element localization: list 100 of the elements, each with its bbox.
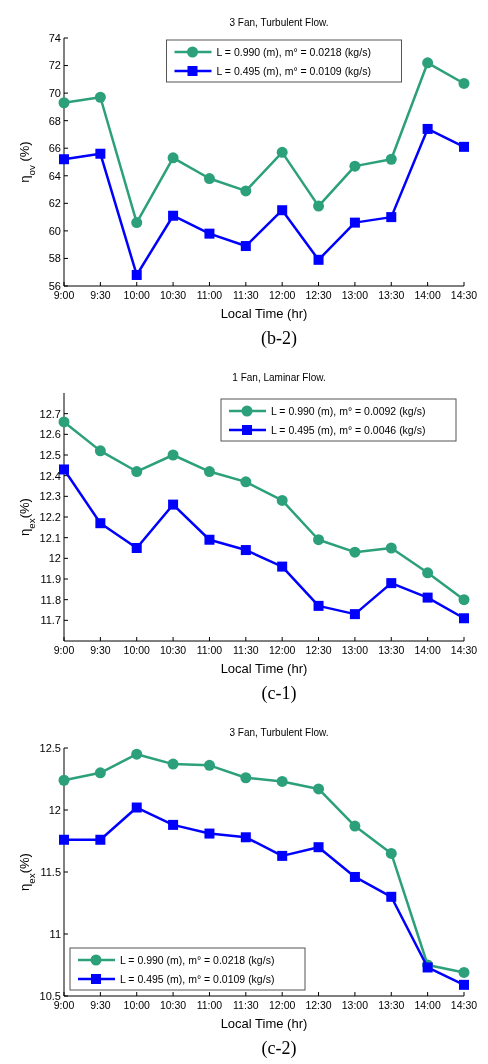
point (313, 842, 324, 853)
x-tick-label: 12:00 (269, 999, 296, 1011)
y-tick-label: 68 (48, 114, 61, 127)
y-tick-label: 72 (48, 59, 61, 72)
point (276, 146, 288, 158)
point (95, 518, 106, 529)
chart-title: 3 Fan, Turbulent Flow. (229, 727, 329, 738)
x-tick-label: 13:00 (341, 644, 369, 656)
x-tick-label: 14:00 (414, 289, 441, 301)
x-tick-label: 10:00 (123, 644, 151, 656)
x-tick-label: 14:00 (414, 644, 441, 656)
point (240, 545, 251, 556)
point (59, 154, 69, 165)
chart-title: 3 Fan, Turbulent Flow. (229, 17, 329, 28)
y-tick-label: 12.5 (39, 741, 61, 754)
point (59, 464, 69, 475)
legend-label: L = 0.990 (m), m° = 0.0092 (kg/s) (271, 404, 426, 417)
y-tick-label: 62 (48, 197, 61, 210)
x-tick-label: 12:30 (305, 999, 332, 1011)
x-tick-label: 9:00 (53, 999, 75, 1011)
point (313, 200, 325, 212)
y-tick-label: 12.2 (39, 510, 61, 523)
legend-label: L = 0.495 (m), m° = 0.0046 (kg/s) (271, 423, 426, 436)
x-tick-label: 9:30 (90, 999, 111, 1011)
point (131, 217, 143, 229)
point (458, 77, 470, 89)
x-tick-label: 14:30 (450, 999, 478, 1011)
point (349, 609, 360, 620)
point (349, 160, 361, 172)
y-tick-label: 12.7 (39, 407, 61, 420)
point (168, 210, 179, 221)
x-tick-label: 11:00 (196, 644, 223, 656)
y-tick-label: 11.9 (40, 572, 61, 585)
x-tick-label: 13:30 (378, 999, 405, 1011)
point (167, 449, 179, 461)
x-tick-label: 10:30 (159, 289, 187, 301)
point (168, 819, 179, 830)
point (240, 185, 252, 197)
point (459, 613, 469, 624)
point (203, 173, 215, 185)
point (240, 832, 251, 843)
legend-label: L = 0.990 (m), m° = 0.0218 (kg/s) (120, 953, 275, 966)
point (313, 600, 324, 611)
point (240, 476, 252, 488)
y-tick-label: 60 (48, 224, 61, 237)
point (422, 123, 433, 134)
text: (c-2) (261, 1038, 297, 1059)
point (204, 828, 215, 839)
point (277, 850, 288, 861)
x-tick-label: 12:30 (305, 289, 332, 301)
y-tick-label: 12.5 (39, 448, 61, 461)
text: (c-1) (261, 683, 297, 704)
point (94, 767, 106, 779)
y-tick-label: 12.1 (39, 531, 61, 544)
y-tick-label: 70 (48, 86, 61, 99)
point (349, 546, 361, 558)
y-tick-label: 11 (49, 927, 61, 940)
y-tick-label: 12.3 (39, 490, 61, 503)
x-tick-label: 11:30 (233, 289, 259, 301)
legend-label: L = 0.495 (m), m° = 0.0109 (kg/s) (120, 972, 275, 985)
point (459, 979, 469, 990)
x-tick-label: 11:30 (233, 644, 259, 656)
point (313, 254, 324, 265)
x-tick-label: 12:00 (269, 644, 296, 656)
point (385, 847, 397, 859)
x-tick-label: 9:30 (90, 644, 111, 656)
point (58, 416, 70, 428)
point (131, 543, 142, 553)
point (203, 466, 215, 478)
x-tick-label: 13:00 (341, 999, 369, 1011)
point (204, 534, 215, 545)
point (386, 578, 397, 589)
y-tick-label: 11.5 (40, 865, 61, 878)
y-tick-label: 11.7 (40, 614, 61, 627)
x-tick-label: 11:00 (196, 289, 223, 301)
y-tick-label: 64 (48, 169, 61, 182)
point (458, 594, 470, 606)
point (276, 494, 288, 506)
point (58, 774, 70, 786)
y-tick-label: 10.5 (39, 989, 61, 1002)
point (131, 466, 143, 478)
point (240, 241, 251, 252)
y-tick-label: 66 (48, 142, 61, 155)
y-tick-label: 74 (48, 31, 61, 44)
point (131, 748, 143, 760)
x-tick-label: 14:30 (450, 644, 478, 656)
x-tick-label: 10:00 (123, 999, 151, 1011)
y-tick-label: 56 (48, 279, 61, 292)
y-tick-label: 58 (48, 252, 61, 265)
point (458, 966, 470, 978)
point (58, 97, 70, 109)
point (422, 592, 433, 603)
point (277, 561, 288, 572)
x-tick-label: 13:00 (341, 289, 369, 301)
point (386, 212, 397, 223)
point (385, 542, 397, 554)
point (349, 871, 360, 882)
point (131, 802, 142, 813)
x-tick-label: 13:30 (378, 644, 405, 656)
chart-title: 1 Fan, Laminar Flow. (232, 372, 326, 383)
